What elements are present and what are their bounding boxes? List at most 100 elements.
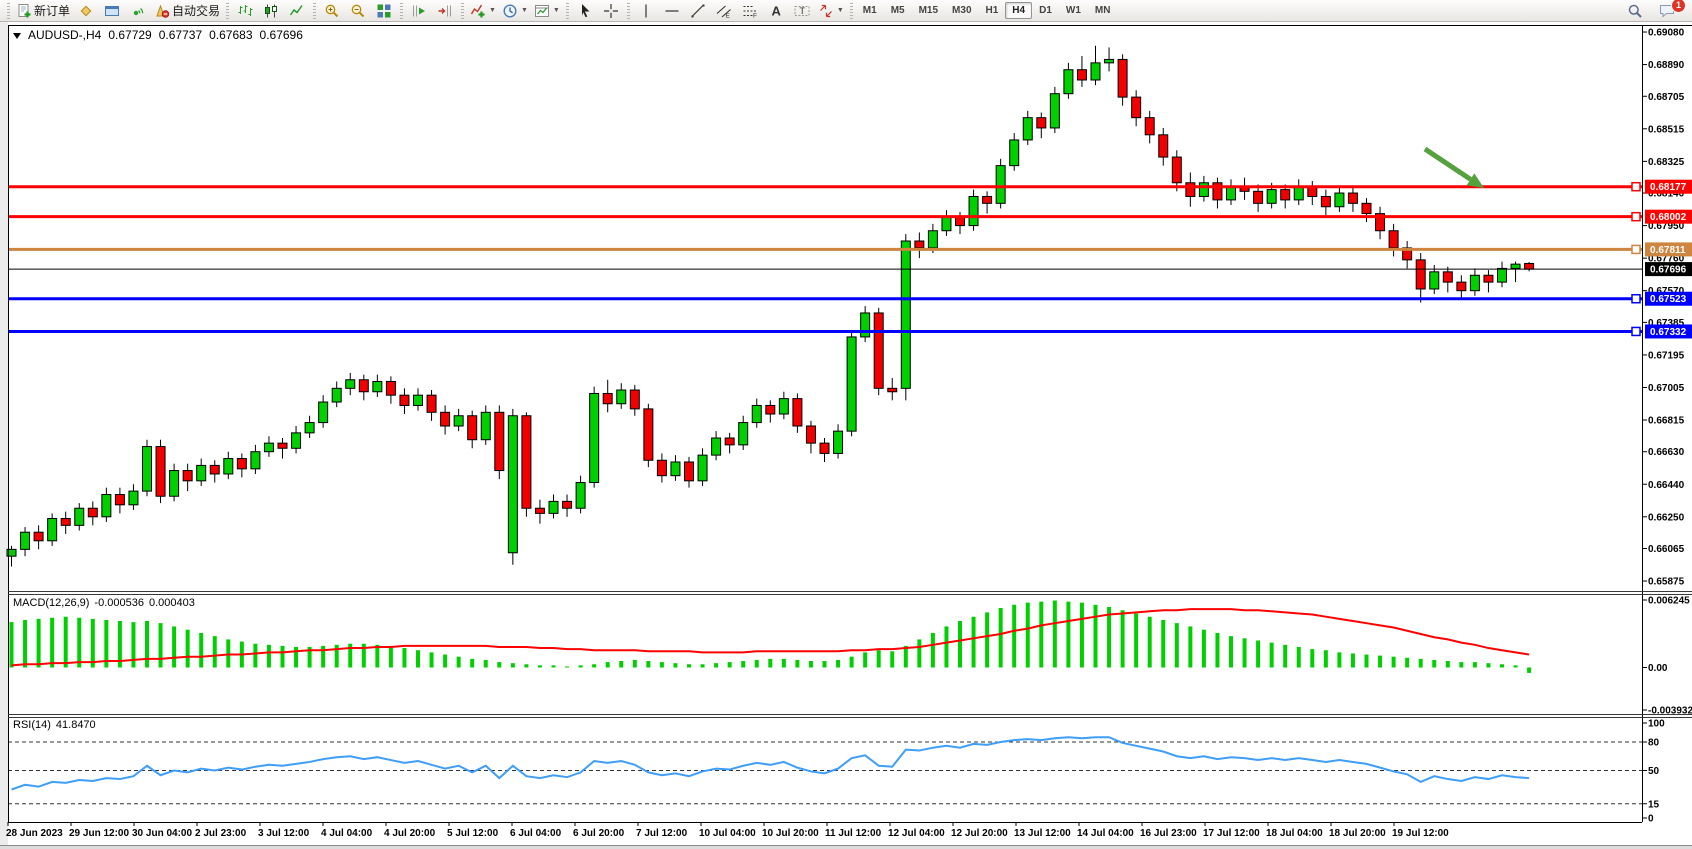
candle xyxy=(1510,261,1521,283)
candle-body xyxy=(1347,192,1358,204)
tile-windows-button[interactable] xyxy=(371,0,397,22)
arrow-shaft[interactable] xyxy=(1423,146,1472,182)
macd-tick-label: -0.003932 xyxy=(1648,705,1692,716)
line-chart-icon xyxy=(289,3,305,19)
timeframe-mn-button[interactable]: MN xyxy=(1094,5,1111,16)
candle xyxy=(385,376,396,404)
candle xyxy=(805,420,816,454)
signals-button[interactable] xyxy=(125,0,151,22)
arrows-button[interactable]: ▼ xyxy=(815,0,847,22)
candle-body xyxy=(47,518,58,542)
timeframe-m1-button[interactable]: M1 xyxy=(862,5,877,16)
candle-body xyxy=(196,464,207,482)
price-tick-label: 0.69080 xyxy=(1648,28,1685,39)
price-label: 0.67811 xyxy=(1645,242,1692,257)
timeframe-h4-button[interactable]: H4 xyxy=(1005,2,1033,19)
candle-body xyxy=(1361,202,1372,215)
horizontal-level-line[interactable] xyxy=(8,181,1642,192)
new-chart-button[interactable] xyxy=(73,0,99,22)
chart-shift-button[interactable] xyxy=(432,0,458,22)
date-label: 6 Jul 04:00 xyxy=(510,828,562,839)
auto-trading-button[interactable]: 自动交易 xyxy=(151,0,223,22)
candle xyxy=(575,475,586,514)
candle-body xyxy=(101,494,112,518)
new-order-button[interactable]: 新订单 xyxy=(13,0,73,22)
toolbar-separator xyxy=(461,2,465,19)
candle-body xyxy=(1226,185,1236,201)
text-label-button[interactable]: T xyxy=(789,0,815,22)
trendline-button[interactable] xyxy=(685,0,711,22)
candle-body xyxy=(900,240,911,389)
fibonacci-button[interactable]: F xyxy=(737,0,763,22)
price-label-box xyxy=(1645,291,1692,306)
chevron-down-icon[interactable]: ▼ xyxy=(489,7,496,14)
rsi-value: 41.8470 xyxy=(55,719,96,731)
price-tick-label: 0.68515 xyxy=(1648,124,1685,135)
horizontal-level-line[interactable] xyxy=(8,293,1642,304)
date-label: 11 Jul 12:00 xyxy=(825,828,882,839)
toolbar-separator xyxy=(565,2,569,19)
candle-body xyxy=(114,494,125,506)
date-label: 12 Jul 20:00 xyxy=(951,828,1008,839)
zoom-in-button[interactable] xyxy=(319,0,345,22)
vertical-line-button[interactable] xyxy=(633,0,659,22)
timeframe-m30-button[interactable]: M30 xyxy=(952,5,972,16)
text-button[interactable]: A xyxy=(763,0,789,22)
timeframe-d1-button[interactable]: D1 xyxy=(1039,5,1052,16)
candle xyxy=(263,436,274,457)
horizontal-line-button[interactable] xyxy=(659,0,685,22)
cursor-button[interactable] xyxy=(572,0,598,22)
candle xyxy=(1158,127,1169,166)
main-chart-panel xyxy=(6,45,1642,567)
date-label: 3 Jul 12:00 xyxy=(258,828,310,839)
candle xyxy=(413,388,423,411)
price-axis: 0.69080 0.68890 0.68705 0.68515 0.68325 0.681… xyxy=(1642,28,1692,588)
chevron-down-icon[interactable]: ▼ xyxy=(836,7,844,14)
crosshair-button[interactable] xyxy=(598,0,624,22)
candle-body xyxy=(1198,182,1209,197)
equidistant-channel-button[interactable]: E xyxy=(711,0,737,22)
timeframe-m5-button[interactable]: M5 xyxy=(890,5,905,16)
price-label-box xyxy=(1645,179,1692,194)
bars-chart-button[interactable] xyxy=(232,0,258,22)
date-label: 2 Jul 23:00 xyxy=(195,828,247,839)
horizontal-level-line[interactable] xyxy=(8,211,1642,222)
chevron-down-icon[interactable]: ▼ xyxy=(520,7,528,14)
line-chart-button[interactable] xyxy=(284,0,310,22)
candle-body xyxy=(873,312,884,389)
horizontal-level-line[interactable] xyxy=(8,244,1642,255)
notifications-button[interactable]: 1 xyxy=(1654,0,1686,22)
candle xyxy=(318,395,329,428)
candle-body xyxy=(589,392,600,484)
price-tick-label: 0.66065 xyxy=(1648,544,1685,555)
candle xyxy=(507,408,518,565)
trend-arrow-annotation[interactable] xyxy=(1423,146,1484,188)
candlestick-chart-button[interactable] xyxy=(258,0,284,22)
candle-body xyxy=(60,518,71,526)
candle-body xyxy=(331,387,342,403)
candle xyxy=(1104,47,1115,72)
auto-scroll-button[interactable] xyxy=(406,0,432,22)
candle xyxy=(1456,275,1467,300)
zoom-out-button[interactable] xyxy=(345,0,371,22)
timeframe-m15-button[interactable]: M15 xyxy=(918,5,939,16)
candle xyxy=(440,405,451,435)
candle xyxy=(697,448,708,486)
candle xyxy=(236,453,247,478)
candle xyxy=(1497,261,1507,288)
timeframe-w1-button[interactable]: W1 xyxy=(1065,5,1081,16)
timeframe-h1-button[interactable]: H1 xyxy=(985,5,999,16)
templates-button[interactable]: ▼ xyxy=(531,0,563,22)
price-label-text: 0.68002 xyxy=(1650,212,1687,223)
search-button[interactable] xyxy=(1622,0,1648,22)
symbol-dropdown-icon[interactable] xyxy=(13,33,21,39)
candle-body xyxy=(833,430,844,454)
indicators-button[interactable]: ▼ xyxy=(467,0,499,22)
periods-button[interactable]: ▼ xyxy=(499,0,531,22)
chevron-down-icon[interactable]: ▼ xyxy=(552,7,560,14)
profiles-button[interactable] xyxy=(99,0,125,22)
candle xyxy=(169,463,180,502)
candle xyxy=(480,405,491,445)
horizontal-level-line[interactable] xyxy=(8,326,1642,337)
